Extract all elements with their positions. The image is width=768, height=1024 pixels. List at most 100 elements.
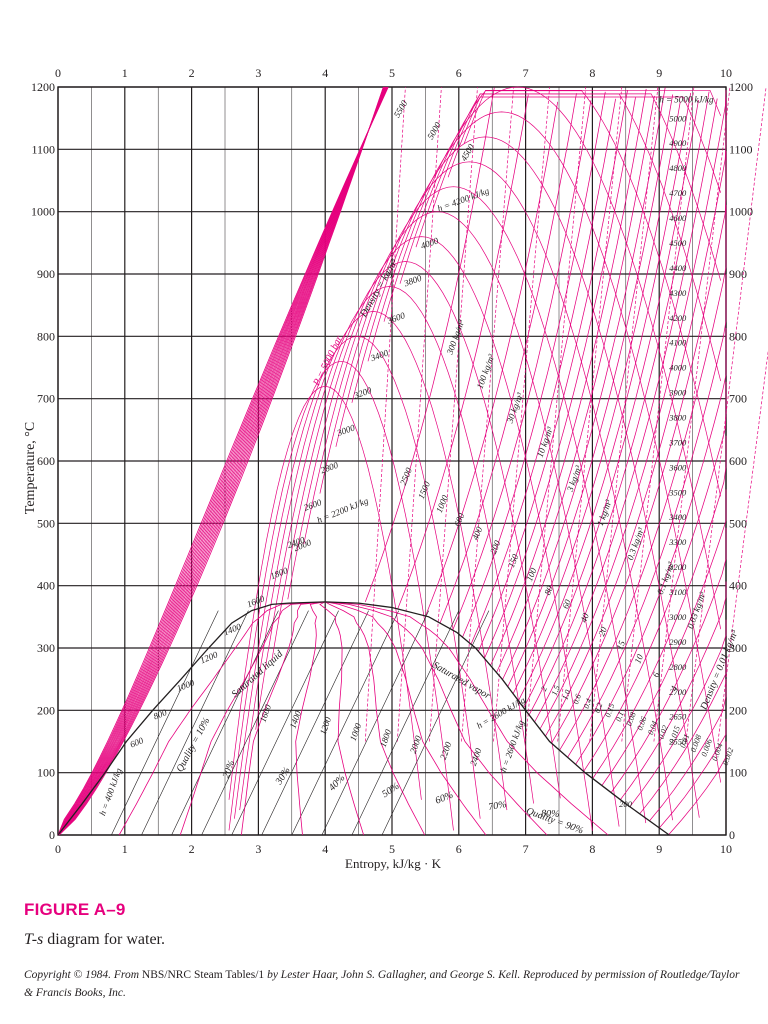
pressure-label: 4 [668,684,679,692]
enthalpy-label: 4900 [669,138,687,148]
enthalpy-label: 5000 [669,113,687,123]
pressure-line [583,381,727,772]
enthalpy-label: h = 2600 kJ/kg [498,718,526,773]
x-tick-label: 10 [720,842,732,856]
enthalpy-label: 4100 [669,338,687,348]
pressure-label: 60 [560,598,573,611]
saturated-liquid-line [57,601,326,836]
y-tick-label: 900 [37,267,55,281]
y-axis-label: Temperature, °C [23,422,38,514]
enthalpy-label: 3600 [385,310,407,326]
pressure-label: 10 [632,652,645,665]
pressure-line-high [57,86,385,836]
x-tick-label: 0 [55,842,61,856]
y-tick-label: 500 [37,516,55,530]
pressure-line [518,92,692,701]
y-tick-label-right: 700 [729,392,747,406]
pressure-label: 0.1 [614,710,626,722]
pressure-line [659,718,727,829]
enthalpy-label: 3400 [368,347,390,363]
x-tick-label: 1 [122,842,128,856]
pressure-label: 0.15 [603,702,616,718]
pressure-line-high [57,86,388,836]
x-tick-label-top: 8 [589,66,595,80]
pressure-line [364,87,495,603]
copyright-part-2: by Lester Haar, John S. Gallagher, and G… [24,969,740,999]
enthalpy-label: 4200 [669,313,687,323]
density-label: 3 kg/m³ [565,464,584,494]
quality-line [325,601,609,836]
enthalpy-line [431,93,722,281]
x-tick-label: 4 [322,842,328,856]
density-line [461,86,514,742]
pressure-label: 0.01 [678,733,691,749]
enthalpy-label: 4600 [669,213,687,223]
enthalpy-label: h = 5000 kJ/kg [659,95,714,105]
enthalpy-label: 5500 [392,98,410,119]
enthalpy-label: 4000 [419,235,440,251]
pressure-label: 200 [488,539,503,556]
y-tick-label: 700 [37,392,55,406]
pressure-label: 2 [539,685,549,692]
enthalpy-line [239,311,508,811]
enthalpy-label: 3600 [668,462,687,472]
y-tick-label: 100 [37,766,55,780]
enthalpy-label: 3200 [668,562,687,572]
wet-enthalpy-line [201,610,309,836]
y-tick-label-right: 1100 [729,142,753,156]
enthalpy-line [271,261,561,799]
y-tick-label: 200 [37,703,55,717]
pressure-line [649,680,727,822]
enthalpy-label: 600 [128,735,145,750]
pressure-label: 0.04 [646,720,659,736]
x-tick-label-top: 5 [389,66,395,80]
pressure-line-high [57,86,389,836]
copyright-notice: Copyright © 1984. From NBS/NRC Steam Tab… [24,966,744,1002]
pressure-line-high [57,86,385,836]
pressure-label: 15 [614,639,627,652]
y-tick-label-right: 0 [729,828,735,842]
density-label: Density = kg/m³ [358,257,401,320]
pressure-label: 40 [578,611,591,624]
y-tick-label: 300 [37,641,55,655]
enthalpy-label: 2650 [669,712,687,722]
x-tick-label: 2 [189,842,195,856]
pressure-label: 0.6 [571,693,583,705]
enthalpy-label: 2000 [408,734,424,755]
pressure-label: 1.5 [550,684,562,696]
pressure-line-high [57,86,387,836]
enthalpy-label: 4800 [669,163,687,173]
quality-line [325,601,426,836]
pressure-line [559,204,727,751]
enthalpy-label: 4500 [669,238,687,248]
pressure-line [507,94,674,687]
enthalpy-line [463,89,722,144]
pressure-line [502,87,666,680]
quality-line [118,601,326,836]
enthalpy-label: 2400 [468,746,484,767]
enthalpy-label: 3800 [402,273,424,289]
figure-caption: T-s diagram for water. [24,931,165,949]
x-tick-label-top: 2 [189,66,195,80]
pressure-line [496,95,655,673]
copyright-source: NBS/NRC Steam Tables/1 [141,969,265,981]
pressure-line-high [57,86,387,836]
enthalpy-line [234,335,481,819]
enthalpy-label: 2200 [438,740,454,761]
y-tick-label-right: 1200 [729,80,753,94]
enthalpy-label: h = 4200 kJ/kg [436,185,491,213]
pressure-label: 400 [470,525,485,542]
pressure-line [629,619,727,807]
pressure-line [523,100,699,708]
y-tick-label: 600 [37,454,55,468]
pressure-label: 2500 [398,466,414,487]
quality-line [325,601,548,836]
enthalpy-line [255,286,534,804]
y-tick-label: 1100 [31,142,55,156]
quality-label: 80% [541,808,560,820]
pressure-line [610,527,727,793]
y-tick-label: 1200 [31,80,55,94]
wet-enthalpy-line [261,610,369,836]
y-tick-label-right: 400 [729,579,747,593]
enthalpy-label: 2550 [669,737,687,747]
